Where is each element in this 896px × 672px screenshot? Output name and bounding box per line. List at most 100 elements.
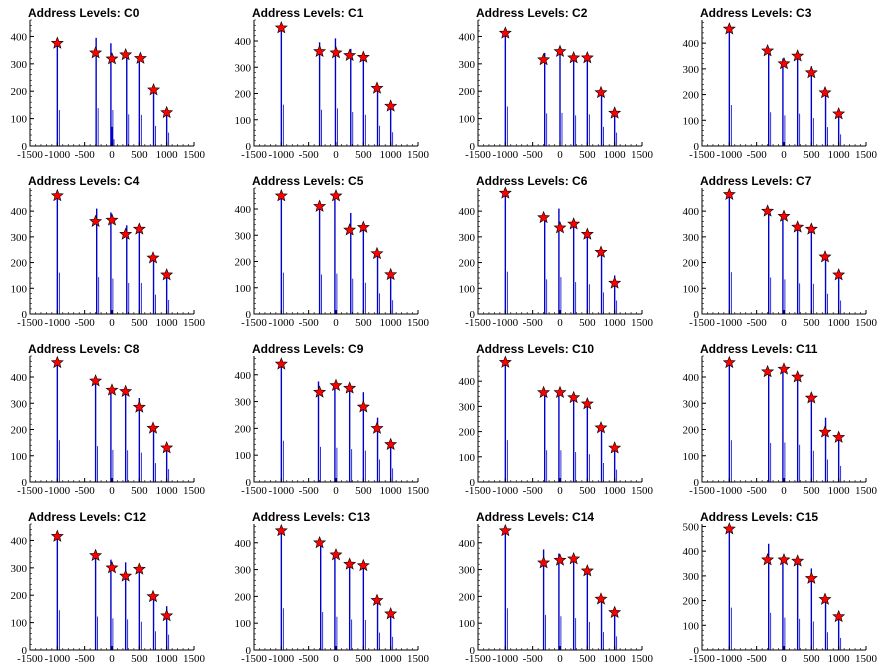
y-tick-label: 400	[11, 372, 28, 384]
y-tick-label: 300	[459, 232, 476, 244]
y-tick-label: 300	[235, 565, 252, 577]
panel-title: Address Levels: C11	[700, 342, 818, 356]
x-tick-label: 0	[333, 317, 339, 329]
peak-marker	[356, 558, 370, 572]
peak-marker	[274, 189, 288, 202]
peak-marker	[356, 400, 370, 413]
peak-marker	[50, 36, 64, 49]
x-tick-label: 500	[579, 317, 596, 329]
peak-marker	[384, 99, 398, 112]
peak-marker	[553, 221, 567, 234]
y-tick-label: 300	[235, 230, 252, 242]
y-tick-label: 200	[235, 257, 252, 269]
x-tick-label: 0	[781, 149, 787, 161]
peak-marker	[580, 564, 594, 577]
x-tick-label: -500	[523, 653, 544, 665]
x-tick-label: -1000	[268, 149, 294, 161]
x-tick-label: 1000	[604, 149, 627, 161]
x-tick-label: -1000	[44, 149, 70, 161]
y-tick-label: 300	[11, 59, 28, 71]
x-tick-label: -500	[75, 317, 96, 329]
x-tick-label: -1500	[689, 485, 715, 497]
histogram-panel: 0 100 200 300 400 -1500 -1000 -500 0 500 1000 1500 A…	[672, 168, 896, 336]
peak-marker	[329, 378, 343, 392]
y-tick-label: 100	[683, 115, 700, 127]
x-tick-label: 500	[803, 485, 820, 497]
histogram-plot: 0 100 200 300 400 -1500 -1000 -500 0 500 1000 1500	[11, 19, 206, 161]
peak-marker	[722, 187, 736, 200]
peak-marker	[105, 561, 119, 574]
peak-marker	[777, 362, 791, 375]
x-tick-label: -1000	[268, 485, 294, 497]
x-tick-label: 1000	[604, 317, 627, 329]
x-tick-label: 500	[355, 485, 372, 497]
y-tick-label: 300	[11, 563, 28, 575]
x-tick-label: 1500	[855, 317, 878, 329]
x-tick-label: -1500	[465, 149, 491, 161]
x-tick-label: 500	[355, 653, 372, 665]
x-tick-label: 1000	[380, 653, 403, 665]
y-tick-label: 300	[235, 397, 252, 409]
x-tick-label: 1500	[407, 653, 430, 665]
x-tick-label: 500	[803, 653, 820, 665]
peak-marker	[50, 529, 64, 542]
x-tick-label: -500	[299, 317, 320, 329]
peak-marker	[329, 45, 343, 59]
histogram-plot: 0 100 200 300 400 -1500 -1000 -500 0 500 1000 1500	[459, 523, 654, 665]
peak-marker	[567, 390, 581, 404]
x-tick-label: 1500	[631, 485, 654, 497]
y-tick-label: 200	[235, 591, 252, 603]
y-tick-label: 300	[11, 398, 28, 410]
x-tick-label: 1500	[855, 653, 878, 665]
x-tick-label: 1500	[855, 149, 878, 161]
y-tick-label: 200	[683, 258, 700, 270]
peak-marker	[105, 383, 119, 396]
x-tick-label: -1000	[716, 653, 742, 665]
panel-title: Address Levels: C15	[700, 510, 819, 524]
x-tick-label: 1500	[407, 485, 430, 497]
axes-frame	[29, 356, 194, 483]
y-tick-label: 400	[235, 204, 252, 216]
peak-marker	[160, 268, 174, 281]
x-tick-label: -1000	[492, 317, 518, 329]
x-tick-label: -500	[75, 485, 96, 497]
peak-marker	[498, 355, 512, 368]
panel-title: Address Levels: C9	[252, 342, 364, 356]
peak-marker	[537, 556, 551, 569]
peak-marker	[722, 522, 736, 535]
x-tick-label: 0	[781, 653, 787, 665]
panel-title: Address Levels: C12	[28, 510, 147, 524]
histogram-plot: 0 100 200 300 400 -1500 -1000 -500 0 500 1000 1500	[11, 523, 206, 665]
x-tick-label: -500	[747, 653, 768, 665]
peak-marker	[498, 523, 512, 537]
y-tick-label: 100	[459, 618, 476, 630]
x-tick-label: -1000	[492, 149, 518, 161]
peak-marker	[722, 22, 736, 35]
peak-marker	[580, 227, 594, 240]
x-tick-label: 500	[579, 149, 596, 161]
peak-marker	[608, 276, 622, 289]
peak-marker	[608, 106, 622, 119]
x-tick-label: 0	[333, 149, 339, 161]
x-tick-label: 0	[557, 653, 563, 665]
y-tick-label: 100	[11, 618, 28, 630]
x-tick-label: 500	[355, 317, 372, 329]
y-tick-label: 200	[459, 591, 476, 603]
y-tick-label: 300	[459, 59, 476, 71]
x-tick-label: 1500	[183, 485, 206, 497]
y-tick-label: 400	[459, 31, 476, 43]
x-tick-label: 500	[579, 653, 596, 665]
x-tick-label: 1000	[156, 653, 179, 665]
peak-marker	[132, 400, 146, 413]
x-tick-label: -1500	[689, 317, 715, 329]
peak-marker	[356, 220, 370, 233]
x-tick-label: -1500	[17, 317, 43, 329]
peak-marker	[384, 606, 398, 620]
histogram-plot: 0 100 200 300 400 -1500 -1000 -500 0 500 1000 1500	[235, 19, 430, 161]
y-tick-label: 0	[470, 309, 476, 321]
histogram-panel: 0 100 200 300 400 -1500 -1000 -500 0 500 1000 1500 A…	[448, 504, 672, 672]
y-tick-label: 200	[683, 90, 700, 102]
y-tick-label: 0	[246, 141, 252, 153]
peak-marker	[89, 214, 103, 227]
peak-marker	[50, 188, 64, 202]
